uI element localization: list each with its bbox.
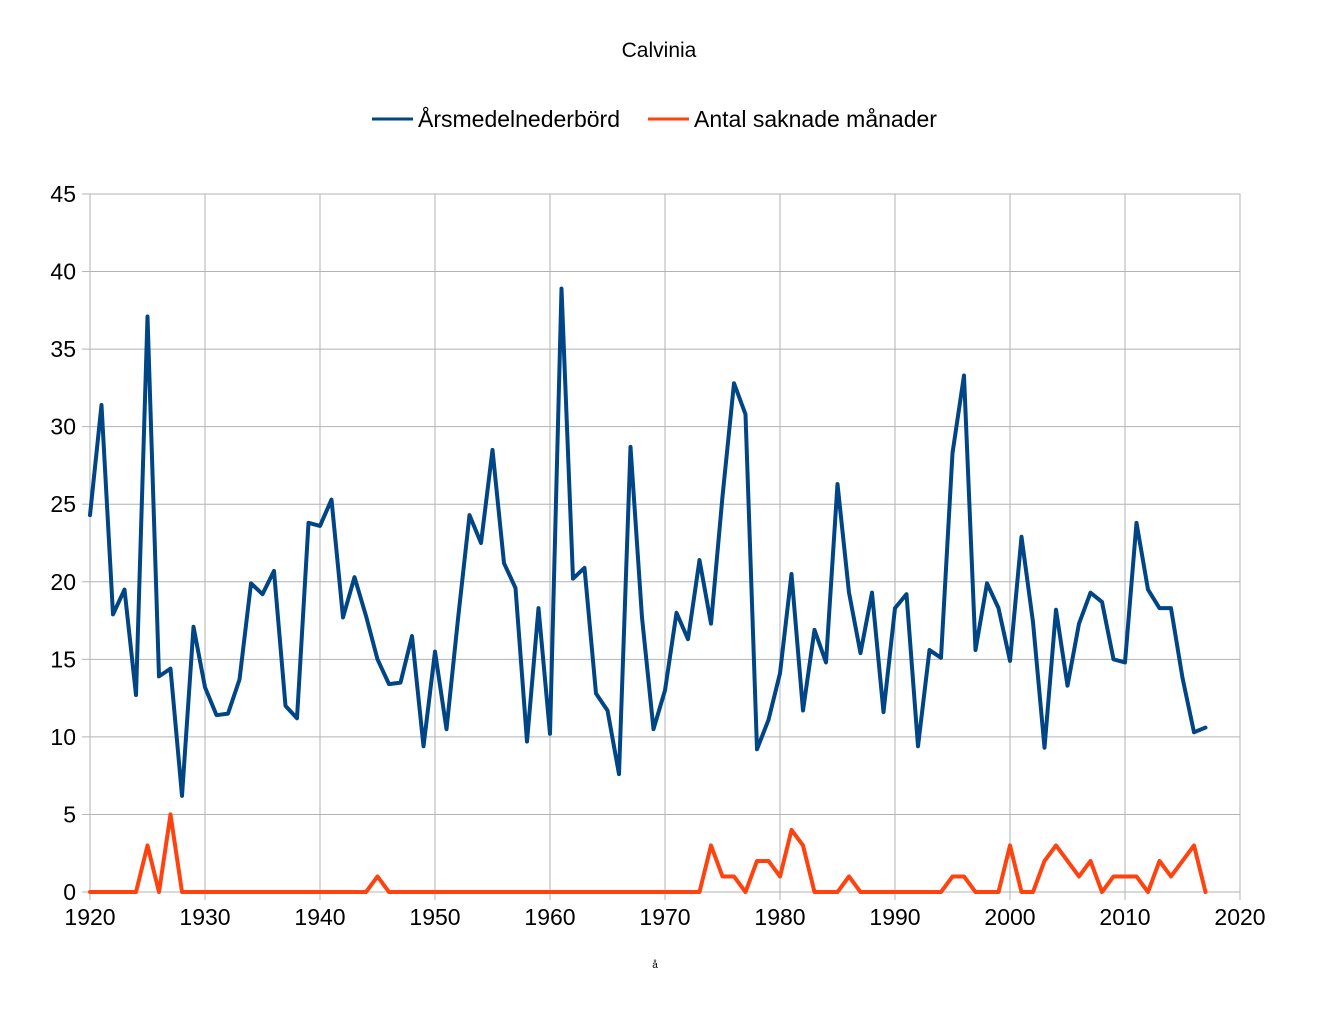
y-tick-label: 30 xyxy=(50,414,76,440)
x-tick-label: 1920 xyxy=(64,904,115,930)
y-tick-labels: 0 5 10 15 20 25 30 35 40 45 xyxy=(50,181,76,905)
legend-label-arsmedelnederbord: Årsmedelnederbörd xyxy=(418,105,620,132)
x-tick-label: 1930 xyxy=(179,904,230,930)
y-tick-label: 25 xyxy=(50,491,76,517)
x-tick-label: 1940 xyxy=(294,904,345,930)
chart-title: Calvinia xyxy=(622,39,697,62)
y-tick-label: 5 xyxy=(63,801,76,827)
series-layer xyxy=(88,286,1208,894)
x-tick-label: 1990 xyxy=(869,904,920,930)
series-line-arsmedelnederbord xyxy=(88,286,1208,798)
x-tick-label: 1980 xyxy=(754,904,805,930)
axes xyxy=(82,193,1241,900)
x-tick-label: 1960 xyxy=(524,904,575,930)
grid xyxy=(89,193,1241,893)
y-tick-label: 0 xyxy=(63,879,76,905)
x-tick-labels: 1920 1930 1940 1950 1960 1970 1980 1990 2000 2010… xyxy=(64,904,1265,930)
y-tick-label: 45 xyxy=(50,181,76,207)
y-tick-label: 15 xyxy=(50,646,76,672)
y-tick-label: 20 xyxy=(50,569,76,595)
legend-label-antal-saknade-manader: Antal saknade månader xyxy=(694,106,937,132)
x-axis-label: å xyxy=(652,959,658,971)
x-tick-label: 2010 xyxy=(1099,904,1150,930)
x-tick-label: 2020 xyxy=(1214,904,1265,930)
y-tick-label: 10 xyxy=(50,724,76,750)
y-tick-label: 35 xyxy=(50,336,76,362)
x-tick-label: 1950 xyxy=(409,904,460,930)
y-tick-label: 40 xyxy=(50,259,76,285)
x-tick-label: 2000 xyxy=(984,904,1035,930)
legend: Årsmedelnederbörd Antal saknade månader xyxy=(372,105,937,132)
x-tick-label: 1970 xyxy=(639,904,690,930)
series-line-antal-saknade-manader xyxy=(88,812,1208,894)
